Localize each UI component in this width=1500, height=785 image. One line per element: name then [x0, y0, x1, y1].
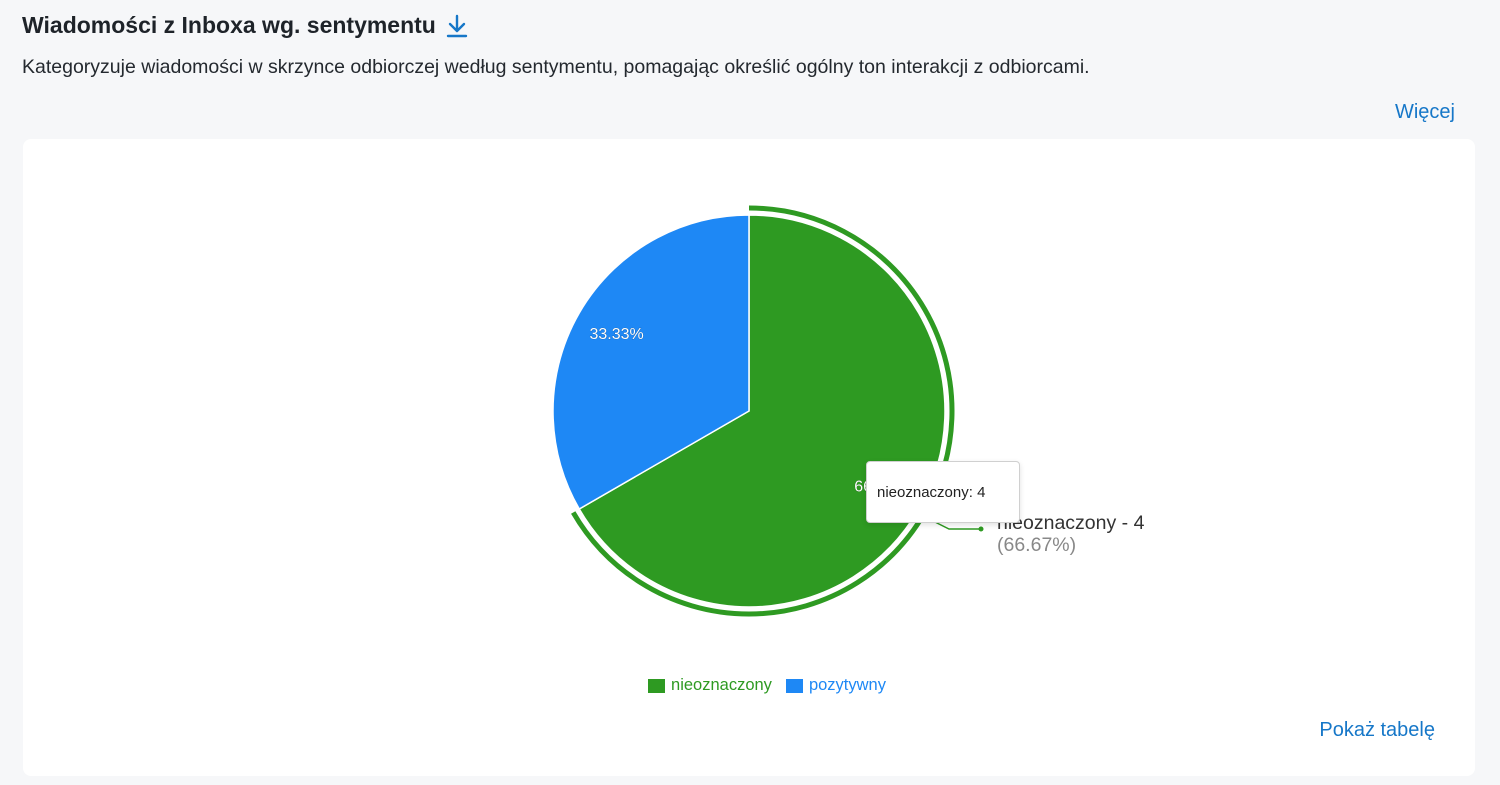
slice-percent-label: 33.33%: [589, 326, 643, 343]
chart-title-row: Wiadomości z Inboxa wg. sentymentu: [22, 12, 468, 39]
tooltip-value: 4: [977, 484, 985, 501]
chart-description: Kategoryzuje wiadomości w skrzynce odbio…: [22, 56, 1090, 79]
legend-swatch: [648, 679, 665, 693]
chart-tooltip: nieoznaczony: 4: [866, 461, 1020, 523]
legend-item-pozytywny[interactable]: pozytywny: [786, 676, 886, 695]
legend-label: nieoznaczony: [671, 676, 772, 695]
download-icon[interactable]: [446, 14, 468, 38]
legend-item-nieoznaczony[interactable]: nieoznaczony: [648, 676, 772, 695]
callout-dot: [979, 527, 984, 532]
legend-swatch: [786, 679, 803, 693]
legend-label: pozytywny: [809, 676, 886, 695]
chart-legend: nieoznaczony pozytywny: [23, 676, 1475, 695]
page-title: Wiadomości z Inboxa wg. sentymentu: [22, 12, 436, 39]
callout-percent: (66.67%): [997, 534, 1076, 556]
tooltip-name: nieoznaczony: [877, 484, 969, 501]
more-link[interactable]: Więcej: [1395, 101, 1455, 124]
chart-card: 66.67%33.33%nieoznaczony - 4(66.67%) nie…: [23, 139, 1475, 776]
show-table-link[interactable]: Pokaż tabelę: [1319, 719, 1435, 742]
